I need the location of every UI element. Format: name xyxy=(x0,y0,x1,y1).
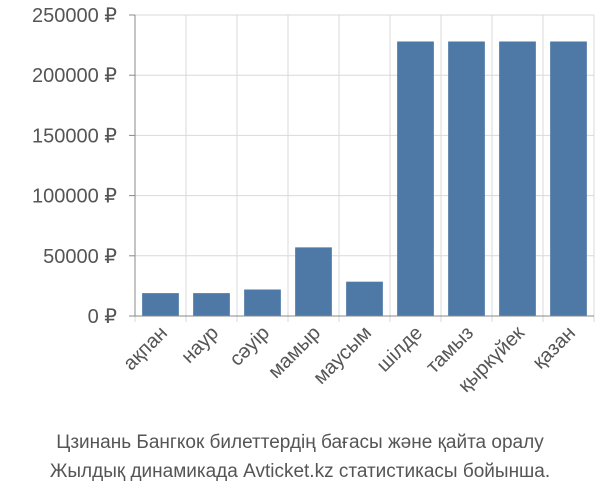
y-tick-label: 150000 ₽ xyxy=(32,125,117,147)
y-tick-label: 100000 ₽ xyxy=(32,186,117,208)
chart-caption-line-1: Цзинань Бангкок билеттердің бағасы және … xyxy=(56,432,544,453)
bar-1 xyxy=(193,293,230,316)
bars xyxy=(142,41,587,316)
bar-2 xyxy=(244,289,281,316)
bar-7 xyxy=(499,41,536,316)
chart-caption-line-2: Жылдық динамикада Avticket.kz статистика… xyxy=(49,461,551,482)
bar-0 xyxy=(142,293,179,316)
y-tick-labels: 0 ₽ 50000 ₽ 100000 ₽ 150000 ₽ 200000 ₽ 250000… xyxy=(32,5,117,328)
axes xyxy=(129,14,594,317)
x-tick-label: шілде xyxy=(373,322,427,376)
y-tick-label: 50000 ₽ xyxy=(43,246,117,268)
bar-4 xyxy=(346,281,383,316)
bar-3 xyxy=(295,247,332,316)
x-tick-label: сәуір xyxy=(225,322,274,371)
bar-6 xyxy=(448,41,485,316)
x-tick-label: наур xyxy=(177,322,223,368)
x-tick-label: ақпан xyxy=(119,322,172,375)
x-tick-labels: ақпан наур сәуірмамырмаусымшілдетамызқыркү… xyxy=(119,322,580,397)
x-tick-label: қазан xyxy=(528,322,580,374)
y-tick-label: 200000 ₽ xyxy=(32,65,117,87)
y-tick-label: 250000 ₽ xyxy=(32,5,117,27)
price-bar-chart: 0 ₽ 50000 ₽ 100000 ₽ 150000 ₽ 200000 ₽ 250000… xyxy=(32,5,595,397)
y-tick-label: 0 ₽ xyxy=(88,306,118,328)
bar-8 xyxy=(550,41,587,316)
grid-lines xyxy=(134,14,595,322)
bar-5 xyxy=(397,41,434,316)
